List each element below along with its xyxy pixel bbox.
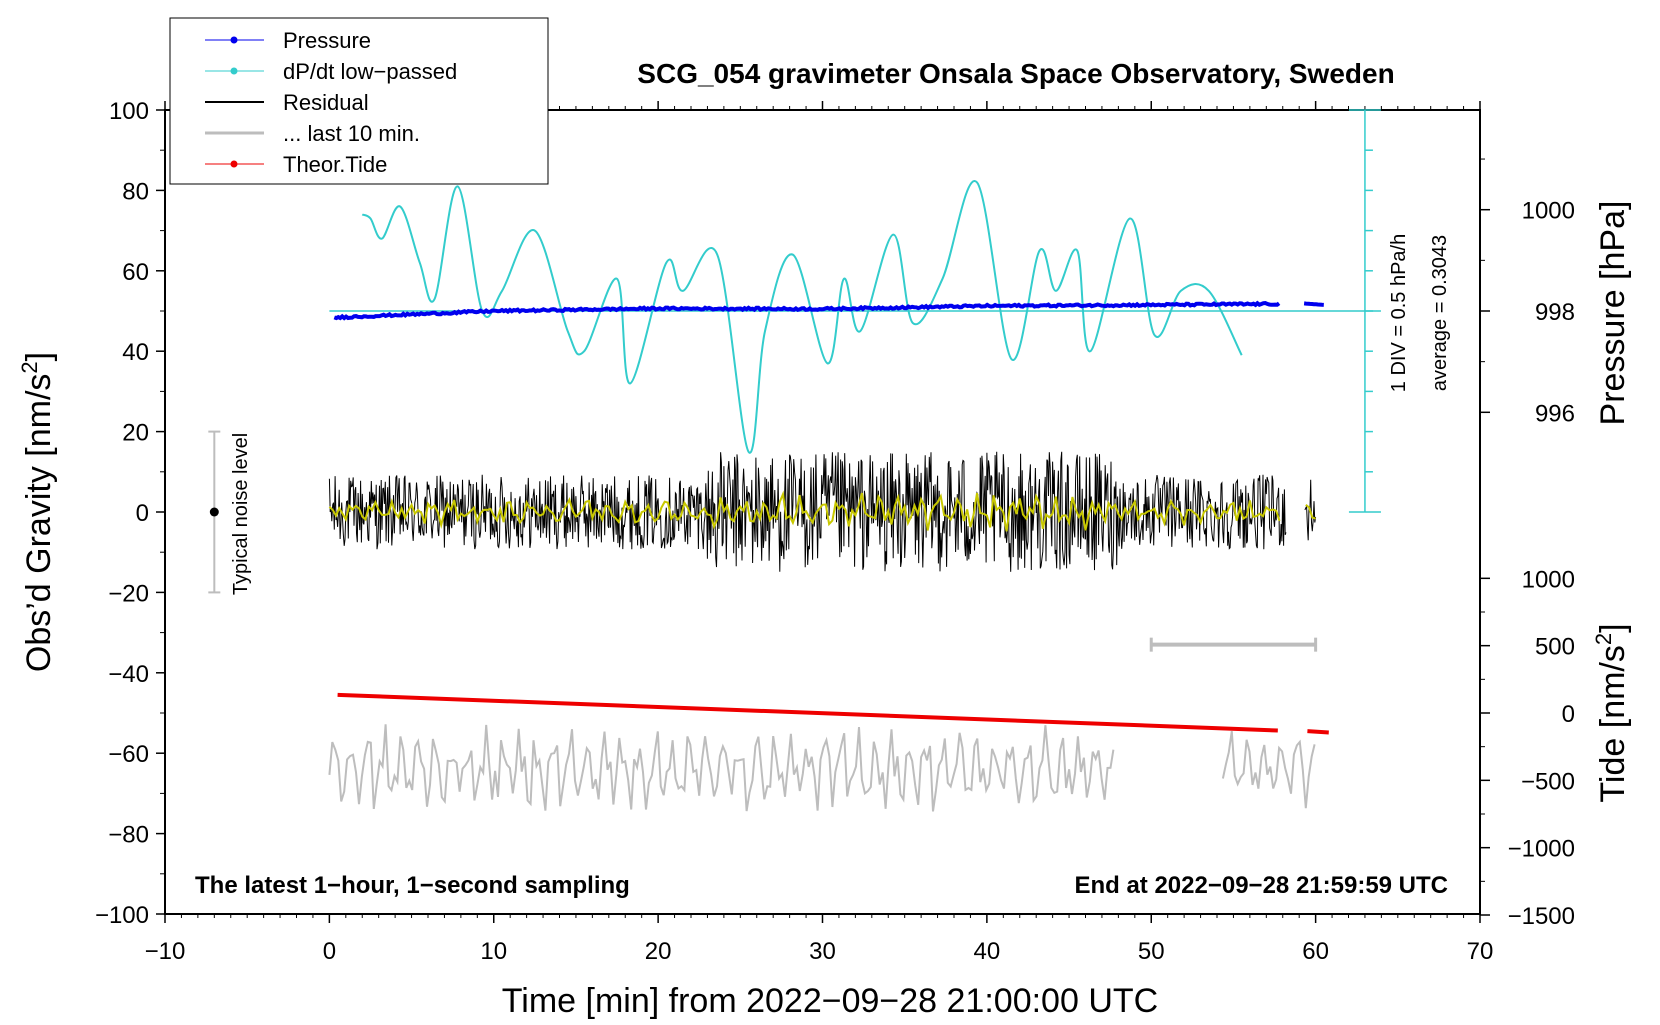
legend-label-dpdt: dP/dt low−passed — [283, 59, 457, 84]
pressure-series — [333, 300, 1281, 321]
annotation-end-time: End at 2022−09−28 21:59:59 UTC — [1074, 872, 1448, 899]
pressure-tick-label: 998 — [1535, 299, 1575, 326]
x-tick-label: 50 — [1138, 938, 1165, 965]
annotation-div: 1 DIV = 0.5 hPa/h — [1388, 234, 1410, 392]
residual-series — [328, 451, 1317, 572]
legend-label-tide: Theor.Tide — [283, 152, 387, 177]
tide-tick-label: 0 — [1562, 701, 1575, 728]
x-tick-label: 60 — [1302, 938, 1329, 965]
legend: Pressure dP/dt low−passed Residual ... l… — [169, 17, 549, 185]
y-tick-label: 60 — [122, 259, 149, 286]
x-tick-label: 40 — [974, 938, 1001, 965]
tide-tick-label: −1000 — [1508, 836, 1575, 863]
annotation-noise-level: Typical noise level — [230, 433, 252, 595]
annotation-average: average = 0.3043 — [1429, 235, 1451, 391]
tide-tick-label: 500 — [1535, 634, 1575, 661]
legend-label-pressure: Pressure — [283, 28, 371, 53]
y-axis-title-left: Obs’d Gravity [nm/s2] — [17, 352, 58, 672]
legend-entry-residual: Residual — [205, 90, 369, 115]
data-layer — [208, 109, 1381, 812]
y-axis-title-left-close: ] — [20, 352, 58, 361]
legend-marker-dpdt — [230, 67, 238, 75]
y-axis-title-tide-sup: 2 — [1591, 633, 1616, 645]
legend-entry-last10: ... last 10 min. — [205, 121, 420, 146]
y-axis-title-tide-close: ] — [1594, 623, 1632, 632]
tide-series — [337, 692, 1278, 733]
y-tick-label: 100 — [109, 98, 149, 125]
x-tick-label: 30 — [809, 938, 836, 965]
y-tick-label: 80 — [122, 178, 149, 205]
tide-tick-label: −500 — [1521, 768, 1575, 795]
legend-entry-pressure: Pressure — [205, 28, 371, 53]
y-tick-label: −20 — [108, 580, 149, 607]
dpdt-series — [361, 180, 1243, 454]
noise-bar-center — [209, 507, 219, 517]
y-tick-label: 40 — [122, 339, 149, 366]
legend-marker-tide — [230, 160, 238, 168]
y-axis-title-tide-main: Tide [nm/s — [1594, 645, 1632, 802]
pressure-tick-label: 1000 — [1522, 198, 1575, 225]
y-tick-label: −100 — [95, 902, 149, 929]
y-tick-label: 20 — [122, 420, 149, 447]
legend-label-residual: Residual — [283, 90, 369, 115]
residual-smoothed-series-tail — [1305, 504, 1316, 520]
pressure-series-tail — [1303, 301, 1324, 307]
x-tick-label: 20 — [645, 938, 672, 965]
legend-entry-tide: Theor.Tide — [205, 152, 387, 177]
axis-ticks: −10 0 10 20 30 40 50 60 70100806040200−20−40−60−… — [95, 98, 1575, 965]
tide-tick-label: 1000 — [1522, 566, 1575, 593]
tide-tick-label: −1500 — [1508, 903, 1575, 930]
last10-series — [328, 724, 1316, 812]
pressure-tick-label: 996 — [1535, 400, 1575, 427]
residual-smoothed-series — [328, 490, 1281, 532]
x-tick-label: 70 — [1467, 938, 1494, 965]
y-tick-label: 0 — [136, 500, 149, 527]
y-axis-title-left-main: Obs’d Gravity [nm/s — [20, 374, 58, 673]
y-tick-label: −80 — [108, 822, 149, 849]
y-axis-title-pressure: Pressure [hPa] — [1594, 201, 1632, 426]
y-axis-title-left-sup: 2 — [17, 361, 42, 373]
x-axis-title: Time [min] from 2022−09−28 21:00:00 UTC — [502, 982, 1158, 1020]
chart-title: SCG_054 gravimeter Onsala Space Observat… — [637, 58, 1394, 89]
x-tick-label: 10 — [480, 938, 507, 965]
tide-series-tail — [1307, 729, 1329, 735]
x-tick-label: 0 — [323, 938, 336, 965]
y-tick-label: −60 — [108, 741, 149, 768]
legend-label-last10: ... last 10 min. — [283, 121, 420, 146]
y-axis-title-tide: Tide [nm/s2] — [1591, 623, 1632, 802]
annotation-sampling: The latest 1−hour, 1−second sampling — [195, 872, 630, 899]
x-tick-label: −10 — [145, 938, 186, 965]
y-tick-label: −40 — [108, 661, 149, 688]
legend-entry-dpdt: dP/dt low−passed — [205, 59, 457, 84]
legend-marker-pressure — [230, 36, 238, 44]
